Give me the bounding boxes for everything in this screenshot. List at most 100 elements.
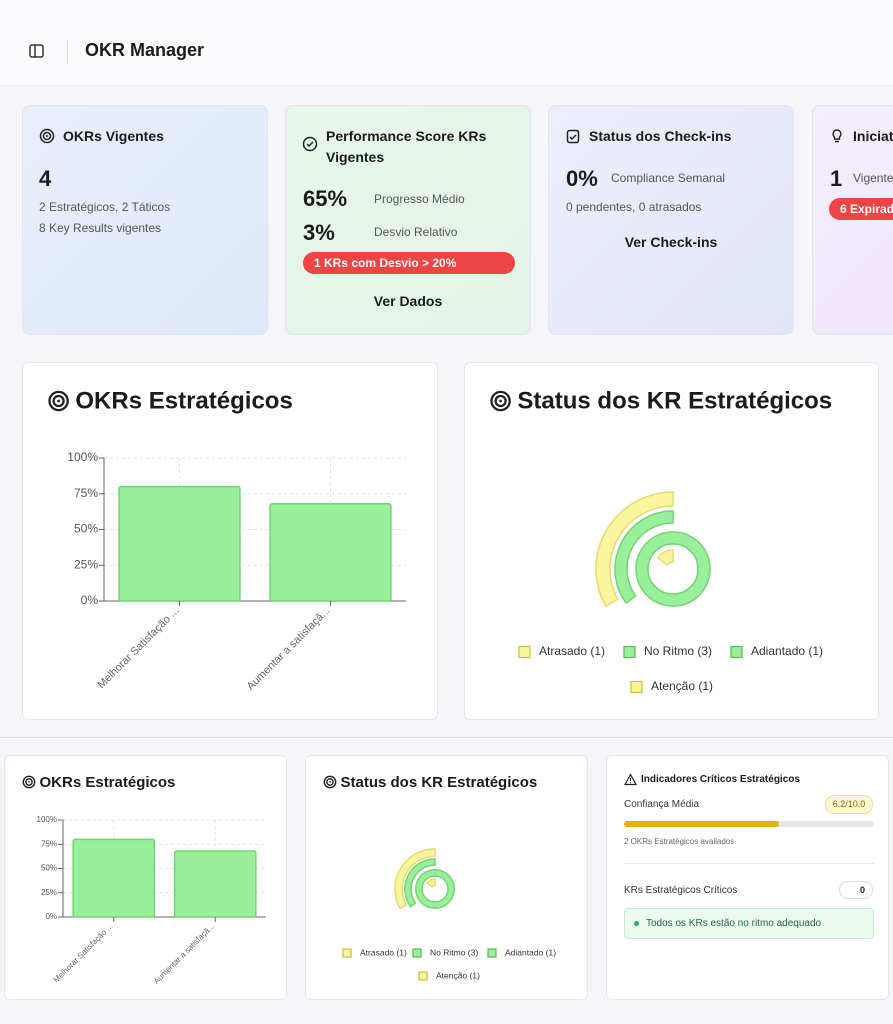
- legend-swatch: [487, 948, 497, 958]
- icon: [302, 136, 318, 152]
- title-icon: [499, 399, 502, 403]
- sidebar-toggle[interactable]: [28, 43, 46, 61]
- legend-swatch: [342, 948, 352, 958]
- title-icon: [494, 394, 507, 408]
- label: KRs Estratégicos Críticos: [624, 885, 738, 896]
- legend-label: Adiantado (1): [505, 947, 556, 957]
- chart-panel: Status dos KR Estratégicos Atrasado (1) No…: [464, 362, 879, 720]
- radial-bar: [595, 491, 674, 608]
- status-message: Todos os KRs estão no ritmo adequado: [646, 918, 822, 929]
- y-tick-label: 0%: [81, 593, 99, 607]
- y-tick-label: 0%: [45, 912, 57, 921]
- card-value: 4: [39, 166, 52, 191]
- status-box: Todos os KRs estão no ritmo adequado: [624, 908, 874, 939]
- card-title: Performance Score KRs Vigentes: [326, 128, 487, 165]
- status-dot: [634, 921, 639, 926]
- y-tick-label: 50%: [41, 864, 57, 873]
- title-icon: [52, 394, 65, 408]
- legend-label: Atrasado (1): [360, 947, 407, 957]
- legend-label: No Ritmo (3): [430, 947, 478, 957]
- icon: [566, 129, 580, 144]
- title-icon: [48, 390, 69, 412]
- chart: OKRs Estratégicos 0% 25% 50% 75% 100% Melhorar…: [22, 774, 266, 986]
- radial-bar: [614, 510, 674, 605]
- legend-label: Atenção (1): [651, 679, 713, 693]
- card-title: Status dos Check-ins: [589, 128, 732, 144]
- card-note: 2 Estratégicos, 2 Táticos: [39, 200, 171, 214]
- card: Status dos Check-ins 0% Compliance Seman…: [548, 105, 794, 335]
- card: OKRs Vigentes 4 2 Estratégicos, 2 Tático…: [22, 105, 268, 335]
- label: Confiança Média: [624, 799, 700, 810]
- x-tick-label: Aumentar a satisfaçã...: [152, 922, 216, 986]
- chart-panel: OKRs Estratégicos 0% 25% 50% 75% 100% Melhorar…: [22, 362, 438, 720]
- card-note: 8 Key Results vigentes: [39, 221, 162, 235]
- app-title: OKR Manager: [85, 40, 205, 60]
- metric-label: Vigentes: [853, 171, 893, 185]
- separator: [0, 737, 893, 738]
- chart: Status dos KR Estratégicos Atrasado (1) No…: [490, 387, 832, 694]
- alert-badge: 6 Expiradas: [829, 198, 893, 220]
- chart-title: OKRs Estratégicos: [75, 387, 292, 414]
- chart-title: Status dos KR Estratégicos: [517, 387, 832, 414]
- legend-swatch: [630, 680, 643, 694]
- card-title: Iniciativas: [853, 128, 893, 144]
- card: Performance Score KRs Vigentes 65% Progr…: [285, 105, 531, 335]
- legend-swatch: [412, 948, 422, 958]
- header: OKR Manager: [0, 0, 893, 86]
- y-tick-label: 100%: [37, 815, 57, 824]
- icon: [39, 128, 55, 144]
- divider: [67, 40, 68, 64]
- title-icon: [326, 778, 334, 786]
- note: 2 OKRs Estratégicos avaliados: [624, 837, 735, 846]
- x-tick-label: Aumentar a satisfaçã...: [245, 605, 333, 693]
- bar: [269, 503, 392, 602]
- alert-badge: 1 KRs com Desvio > 20%: [303, 252, 515, 274]
- radial-bar: [415, 869, 455, 909]
- title-icon: [28, 781, 30, 783]
- title-icon: [22, 775, 36, 789]
- legend-label: Adiantado (1): [751, 644, 823, 658]
- y-tick-label: 50%: [74, 522, 98, 536]
- score-badge: 6.2/10.0: [825, 795, 873, 814]
- legend-swatch: [730, 645, 743, 659]
- y-tick-label: 25%: [74, 557, 98, 571]
- y-tick-label: 100%: [67, 450, 98, 464]
- title-icon: [57, 399, 60, 403]
- card-note: 0 pendentes, 0 atrasados: [566, 200, 702, 214]
- count-badge: 0: [839, 881, 873, 899]
- radial-bar: [656, 549, 674, 566]
- radial-bar: [394, 848, 436, 910]
- x-tick-label: Melhorar Satisfação ...: [52, 922, 115, 985]
- y-tick-label: 75%: [74, 486, 98, 500]
- title-icon: [323, 775, 337, 789]
- bar: [118, 485, 241, 602]
- chart: Status dos KR Estratégicos Atrasado (1) No…: [323, 774, 556, 981]
- critical-panel: Indicadores Críticos Estratégicos Confia…: [606, 755, 889, 1000]
- icon: [832, 129, 842, 143]
- progress-bar: [624, 821, 874, 827]
- metric-label: Compliance Semanal: [611, 171, 726, 185]
- x-tick-label: Melhorar Satisfação ...: [95, 605, 181, 691]
- link[interactable]: Ver Dados: [373, 293, 443, 309]
- y-tick-label: 75%: [41, 839, 57, 848]
- metric-value: 65%: [303, 186, 348, 211]
- metric-label: Desvio Relativo: [374, 225, 458, 239]
- title-icon: [25, 778, 33, 786]
- legend-swatch: [418, 971, 428, 981]
- chart-title: OKRs Estratégicos: [40, 774, 176, 791]
- legend-label: Atrasado (1): [539, 644, 605, 658]
- chart-panel: OKRs Estratégicos 0% 25% 50% 75% 100% Melhorar…: [4, 755, 287, 1000]
- link[interactable]: Ver Check-ins: [624, 234, 718, 250]
- metric-value: 0%: [566, 166, 598, 191]
- metric-value: 3%: [303, 220, 335, 245]
- legend-swatch: [623, 645, 636, 659]
- card: Iniciativas 1 Vigentes 6 Expiradas: [812, 105, 893, 335]
- legend-label: No Ritmo (3): [644, 644, 712, 658]
- radial-bar: [425, 878, 436, 888]
- chart: OKRs Estratégicos 0% 25% 50% 75% 100% Melhorar…: [48, 387, 406, 693]
- card-title: OKRs Vigentes: [63, 128, 164, 144]
- radial-bar: [404, 858, 436, 908]
- legend-label: Atenção (1): [436, 970, 480, 980]
- panel-title: Indicadores Críticos Estratégicos: [641, 774, 800, 785]
